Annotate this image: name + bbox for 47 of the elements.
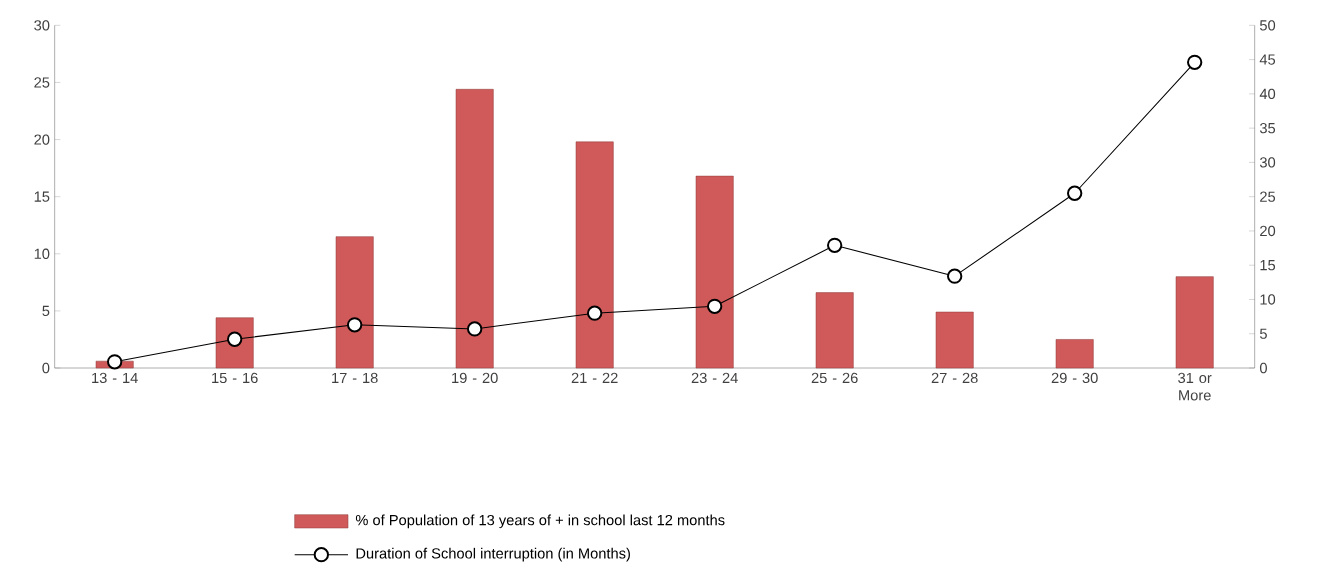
y2-tick-label: 20	[1260, 225, 1276, 237]
bar	[695, 176, 734, 369]
y-tick-label: 0	[42, 362, 50, 374]
y2-tick-label: 40	[1259, 88, 1276, 100]
point	[107, 354, 123, 370]
point	[587, 305, 603, 321]
y-tick-label: 15	[34, 191, 50, 202]
x-tick-label: 17 - 18	[332, 372, 378, 384]
y2-tick-label: 10	[1260, 294, 1276, 305]
point	[827, 237, 843, 254]
bar	[1175, 276, 1214, 369]
x-tick-label: 21 - 22	[571, 372, 618, 384]
bar	[815, 292, 854, 369]
y2-tick-label: 15	[1260, 260, 1276, 271]
y-tick-label: 10	[34, 248, 50, 260]
x-tick-label: 23 - 24	[691, 372, 738, 384]
y-tick-label: 25	[34, 77, 50, 88]
y2-tick-label: 50	[1259, 20, 1276, 31]
x-tick-label: 19 - 20	[452, 372, 498, 384]
bar	[1055, 339, 1094, 369]
x-tick-label: 29 - 30	[1051, 372, 1098, 384]
point	[707, 298, 723, 315]
point	[467, 321, 483, 337]
y2-tick-label: 0	[1259, 362, 1267, 374]
point	[1067, 185, 1083, 202]
bar	[935, 311, 974, 369]
y2-tick-label: 25	[1260, 191, 1276, 203]
y2-tick-label: 30	[1259, 157, 1276, 168]
x-tick-label: 25 - 26	[811, 372, 858, 384]
y2-tick-label: 5	[1259, 328, 1267, 340]
point	[347, 317, 363, 333]
x-tick-label: 15 - 16	[212, 372, 258, 384]
legend-label: % of Population of 13 years of + in school last 12 months	[355, 514, 725, 529]
x-tick-label: 31 or More	[1178, 372, 1212, 401]
bar	[335, 236, 374, 369]
y2-tick-label: 35	[1259, 123, 1276, 134]
y-tick-label: 5	[42, 305, 50, 317]
bar	[455, 89, 494, 369]
x-tick-label: 27 - 28	[931, 372, 978, 384]
legend-label: Duration of School interruption (in Months)	[356, 548, 630, 562]
point	[947, 268, 963, 284]
y-tick-label: 30	[34, 20, 50, 31]
x-tick-label: 13 - 14	[92, 372, 138, 384]
y-tick-label: 20	[34, 134, 50, 145]
bar	[575, 141, 614, 369]
point	[1187, 54, 1203, 71]
y2-tick-label: 45	[1259, 54, 1276, 65]
